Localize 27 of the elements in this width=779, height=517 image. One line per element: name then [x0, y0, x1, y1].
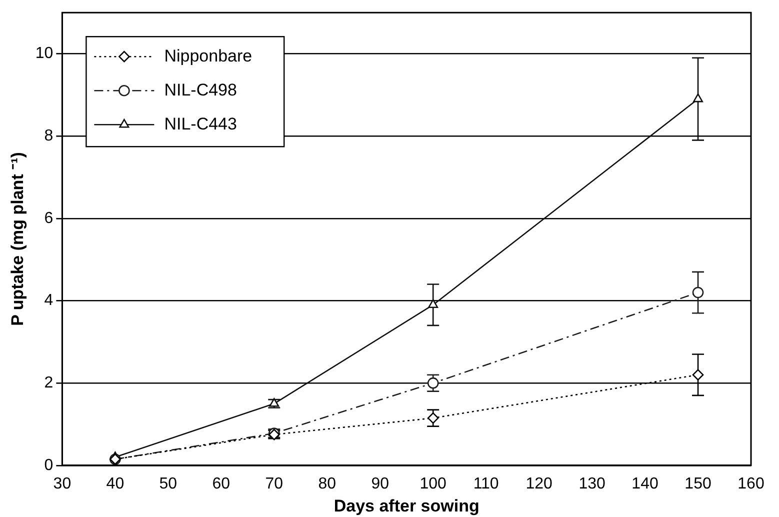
x-tick-label: 70: [265, 475, 284, 492]
y-axis-title: P uptake (mg plant ⁻¹): [8, 152, 27, 326]
x-tick-label: 110: [473, 475, 499, 492]
legend-label: NIL-C498: [164, 80, 237, 100]
x-tick-label: 140: [632, 475, 658, 492]
x-tick-label: 100: [420, 475, 447, 492]
y-tick-label: 2: [44, 374, 54, 392]
legend-label: NIL-C443: [164, 114, 237, 134]
x-tick-label: 50: [159, 475, 178, 492]
x-tick-label: 160: [738, 475, 764, 492]
x-tick-label: 130: [578, 475, 606, 492]
x-tick-label: 120: [526, 475, 553, 492]
x-tick-label: 90: [371, 475, 390, 492]
x-axis-title: Days after sowing: [334, 496, 480, 516]
y-tick-label: 0: [44, 456, 54, 474]
x-tick-label: 40: [106, 475, 124, 492]
x-tick-label: 150: [684, 475, 712, 492]
x-tick-label: 60: [212, 475, 230, 492]
x-tick-label: 30: [53, 475, 72, 492]
y-tick-label: 6: [44, 210, 54, 227]
y-tick-label: 4: [44, 292, 54, 310]
legend-label: Nipponbare: [164, 46, 252, 66]
x-tick-label: 80: [318, 475, 336, 492]
point: [428, 299, 438, 308]
point: [693, 93, 703, 102]
y-tick-label: 8: [44, 127, 54, 144]
y-tick-label: 10: [35, 45, 54, 62]
